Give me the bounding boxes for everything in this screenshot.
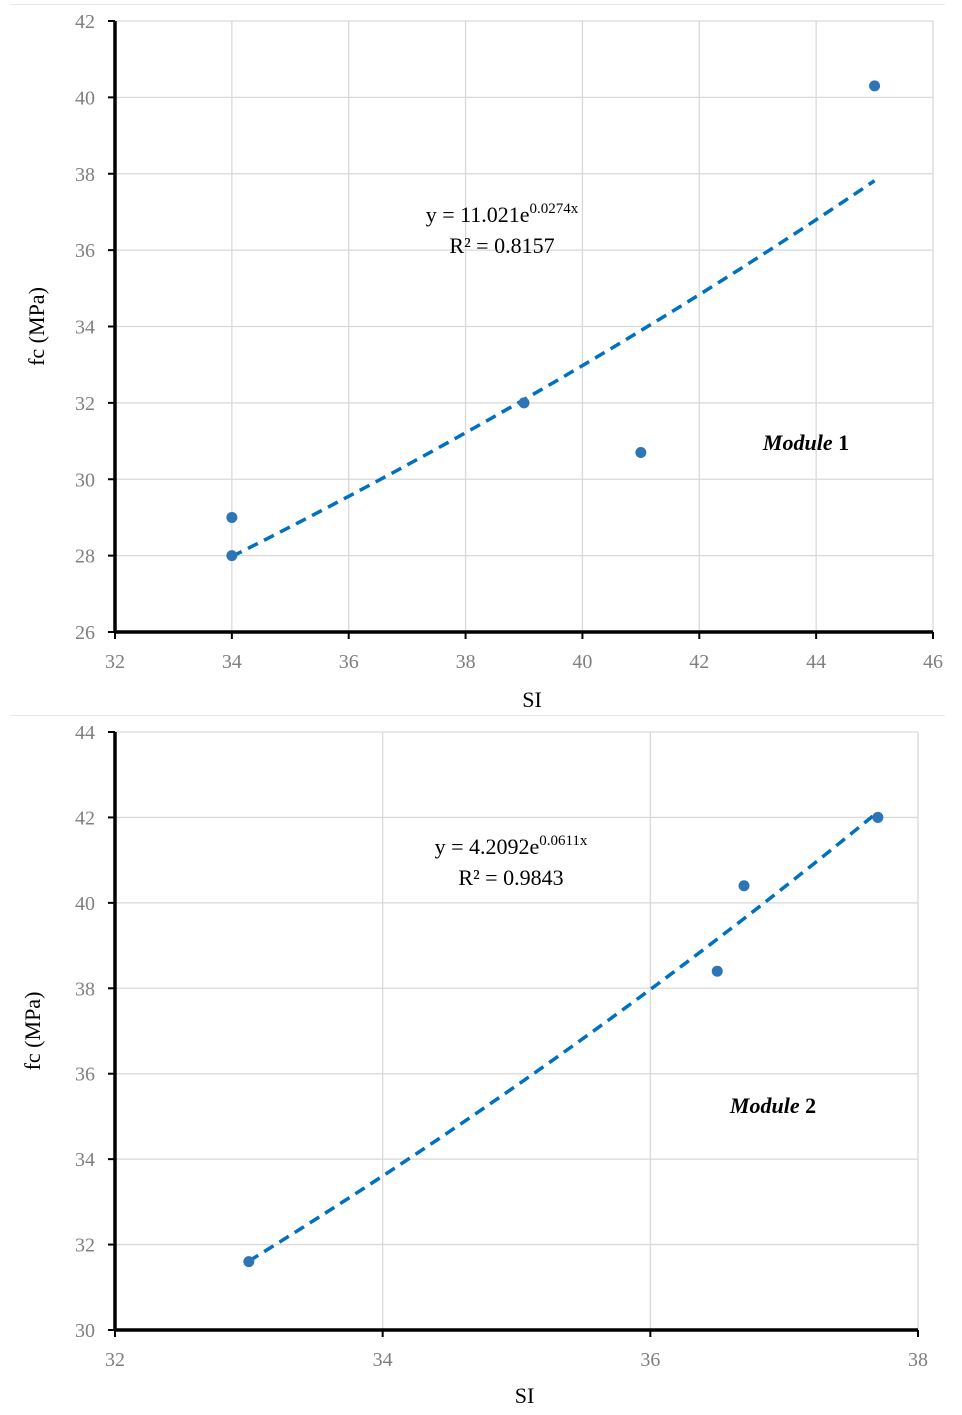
x-tick-label: 38 — [456, 651, 476, 673]
y-axis-title: fc (MPa) — [24, 287, 49, 366]
data-point — [872, 811, 884, 823]
chart-module-1: 32 34 36 38 40 42 44 46 26 28 30 32 34 36 38 40 42 SI fc (… — [24, 11, 943, 712]
y-tick-label: 34 — [75, 317, 95, 339]
y-axis-title: fc (MPa) — [20, 992, 45, 1071]
top-divider — [10, 4, 945, 5]
y-tick-label: 38 — [75, 164, 95, 186]
data-point — [518, 397, 530, 409]
x-tick-label: 32 — [105, 1349, 125, 1371]
y-tick-label: 32 — [75, 393, 95, 415]
y-tick-label: 34 — [75, 1149, 95, 1171]
chart-module-2-svg: 32 34 36 38 30 32 34 36 38 40 42 44 SI fc (MPa) y = 4.… — [20, 722, 928, 1408]
y-tick-label: 30 — [75, 1320, 95, 1342]
y-tick-label: 42 — [75, 807, 95, 829]
x-axis-title: SI — [515, 1383, 535, 1408]
y-tick-label: 42 — [75, 11, 95, 33]
x-axis-title: SI — [522, 687, 542, 712]
y-tick-label: 30 — [75, 469, 95, 491]
y-tick-label: 26 — [75, 622, 95, 644]
y-tick-label: 32 — [75, 1235, 95, 1257]
trendline — [231, 179, 876, 559]
x-tick-label: 38 — [908, 1349, 928, 1371]
y-tick-label: 36 — [75, 240, 95, 262]
y-tick-label: 28 — [75, 546, 95, 568]
data-point — [738, 880, 750, 892]
x-tick-label: 42 — [689, 651, 709, 673]
y-tick-label: 40 — [75, 893, 95, 915]
x-tick-label: 34 — [222, 651, 242, 673]
x-tick-label: 34 — [373, 1349, 393, 1371]
y-tick-label: 44 — [75, 722, 95, 744]
x-tick-label: 46 — [923, 651, 943, 673]
chart-module-2: 32 34 36 38 30 32 34 36 38 40 42 44 SI fc (MPa) y = 4.… — [0, 715, 962, 1410]
chart-divider — [10, 715, 945, 716]
data-point — [869, 80, 881, 92]
data-point — [711, 965, 723, 977]
module-label: Module 1 — [762, 430, 849, 455]
module-label: Module 2 — [729, 1093, 816, 1118]
trendline-equation: y = 4.2092e0.0611x — [435, 833, 588, 859]
data-point — [635, 447, 647, 459]
x-tick-label: 36 — [339, 651, 359, 673]
chart-module-1-svg: 32 34 36 38 40 42 44 46 26 28 30 32 34 36 38 40 42 SI fc (… — [24, 11, 943, 712]
x-tick-label: 32 — [105, 651, 125, 673]
y-tick-label: 36 — [75, 1064, 95, 1086]
y-tick-label: 38 — [75, 978, 95, 1000]
r-squared-label: R² = 0.9843 — [458, 865, 563, 890]
y-tick-label: 40 — [75, 87, 95, 109]
data-point — [226, 511, 238, 523]
trendline — [247, 810, 879, 1263]
data-point — [226, 550, 238, 562]
x-tick-label: 44 — [806, 651, 826, 673]
x-tick-label: 36 — [640, 1349, 660, 1371]
data-point — [243, 1256, 255, 1268]
trendline-equation: y = 11.021e0.0274x — [426, 201, 579, 227]
r-squared-label: R² = 0.8157 — [449, 233, 554, 258]
x-tick-label: 40 — [572, 651, 592, 673]
